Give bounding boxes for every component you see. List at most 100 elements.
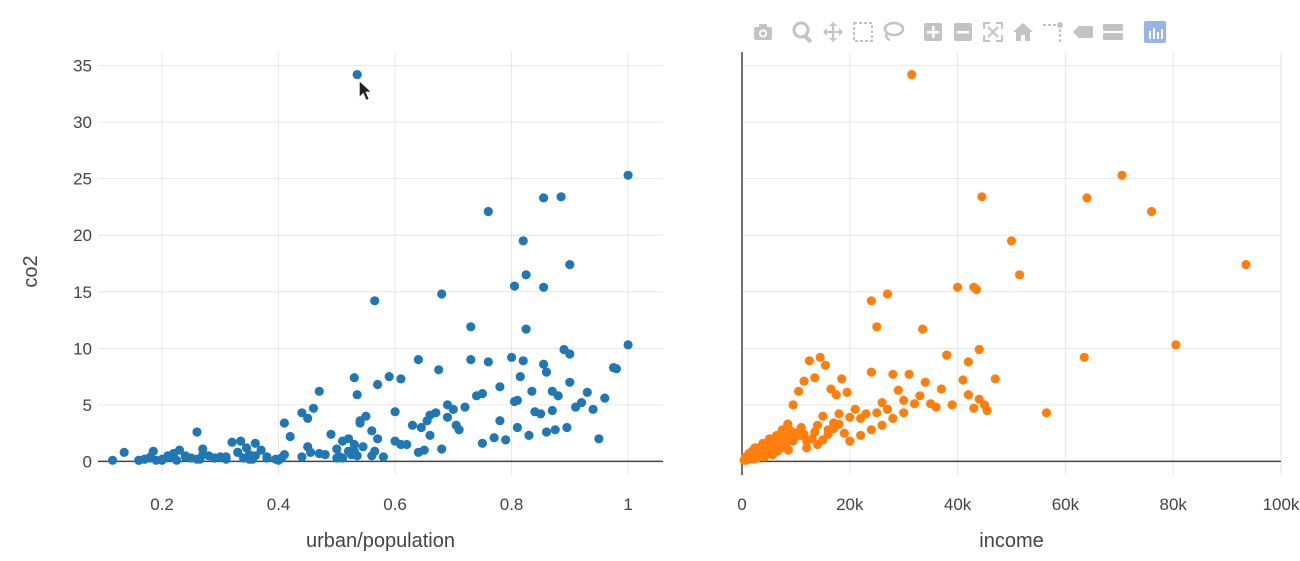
data-point[interactable] (454, 425, 464, 435)
data-point[interactable] (390, 407, 400, 417)
data-point[interactable] (1082, 193, 1092, 203)
data-point[interactable] (947, 400, 957, 410)
data-point[interactable] (882, 289, 893, 299)
zoom-icon[interactable] (788, 17, 818, 47)
data-point[interactable] (810, 427, 820, 437)
data-point[interactable] (547, 405, 557, 416)
data-point[interactable] (907, 70, 917, 80)
data-point[interactable] (297, 408, 307, 418)
data-point[interactable] (370, 296, 380, 306)
data-point[interactable] (367, 451, 377, 461)
data-point[interactable] (942, 350, 952, 360)
data-point[interactable] (466, 355, 476, 365)
data-point[interactable] (588, 404, 598, 414)
data-point[interactable] (413, 447, 423, 457)
data-point[interactable] (355, 418, 365, 428)
data-point[interactable] (815, 352, 825, 362)
data-point[interactable] (495, 382, 505, 392)
data-point[interactable] (352, 390, 362, 400)
data-point[interactable] (796, 430, 806, 440)
data-point[interactable] (861, 409, 871, 419)
zoom-in-icon[interactable] (918, 17, 948, 47)
data-point[interactable] (539, 359, 549, 369)
data-point[interactable] (108, 455, 118, 465)
data-point[interactable] (466, 322, 476, 332)
data-point[interactable] (279, 418, 289, 428)
data-point[interactable] (285, 431, 295, 442)
data-point[interactable] (256, 445, 266, 455)
data-point[interactable] (845, 436, 855, 446)
data-point[interactable] (856, 430, 866, 440)
data-point[interactable] (134, 455, 144, 465)
data-point[interactable] (1041, 408, 1052, 418)
data-point[interactable] (904, 369, 914, 379)
data-point[interactable] (1006, 236, 1017, 246)
zoom-out-icon[interactable] (948, 17, 978, 47)
data-point[interactable] (512, 395, 523, 405)
data-point[interactable] (314, 448, 324, 459)
data-point[interactable] (565, 377, 575, 387)
data-point[interactable] (837, 374, 847, 384)
data-point[interactable] (539, 282, 549, 292)
data-point[interactable] (314, 386, 324, 396)
data-point[interactable] (893, 385, 903, 395)
data-point[interactable] (332, 453, 342, 463)
data-point[interactable] (565, 349, 575, 359)
data-point[interactable] (920, 377, 930, 387)
data-point[interactable] (262, 453, 272, 463)
data-point[interactable] (227, 437, 237, 447)
data-point[interactable] (974, 394, 984, 404)
data-point[interactable] (425, 430, 435, 440)
data-point[interactable] (509, 281, 520, 291)
data-point[interactable] (582, 387, 592, 397)
data-point[interactable] (799, 376, 809, 386)
data-point[interactable] (963, 357, 974, 367)
data-point[interactable] (787, 427, 797, 437)
data-point[interactable] (361, 411, 371, 421)
data-point[interactable] (192, 454, 202, 464)
data-point[interactable] (936, 384, 947, 394)
data-point[interactable] (804, 356, 815, 366)
data-point[interactable] (839, 428, 850, 438)
data-point[interactable] (823, 429, 833, 439)
data-point[interactable] (1241, 260, 1251, 270)
data-point[interactable] (541, 427, 552, 437)
data-point[interactable] (810, 373, 820, 383)
data-point[interactable] (477, 438, 487, 448)
data-point[interactable] (306, 447, 316, 457)
data-point[interactable] (483, 357, 493, 367)
data-point[interactable] (349, 373, 359, 383)
data-point[interactable] (899, 395, 909, 405)
data-point[interactable] (888, 413, 898, 423)
data-point[interactable] (958, 375, 968, 385)
home-icon[interactable] (1008, 17, 1038, 47)
data-point[interactable] (909, 399, 920, 409)
data-point[interactable] (367, 426, 377, 436)
data-point[interactable] (373, 379, 383, 390)
data-point[interactable] (915, 391, 925, 401)
data-point[interactable] (279, 450, 289, 460)
data-point[interactable] (518, 356, 528, 366)
data-point[interactable] (1079, 352, 1089, 362)
data-point[interactable] (611, 364, 622, 374)
data-point[interactable] (495, 416, 505, 426)
data-point[interactable] (969, 282, 979, 292)
data-point[interactable] (157, 455, 167, 465)
data-point[interactable] (396, 439, 406, 450)
data-point[interactable] (501, 435, 511, 445)
data-point[interactable] (834, 409, 844, 419)
data-point[interactable] (872, 322, 882, 332)
data-point[interactable] (866, 425, 877, 435)
data-point[interactable] (866, 367, 877, 377)
data-point[interactable] (236, 436, 246, 446)
data-point[interactable] (1117, 170, 1127, 180)
data-point[interactable] (416, 422, 426, 433)
data-point[interactable] (512, 422, 523, 433)
data-point[interactable] (974, 344, 984, 355)
data-point[interactable] (565, 260, 575, 270)
data-point[interactable] (524, 430, 534, 440)
plotly-logo-icon[interactable] (1140, 17, 1170, 47)
data-point[interactable] (842, 387, 852, 397)
data-point[interactable] (437, 289, 447, 299)
data-point[interactable] (594, 434, 604, 444)
